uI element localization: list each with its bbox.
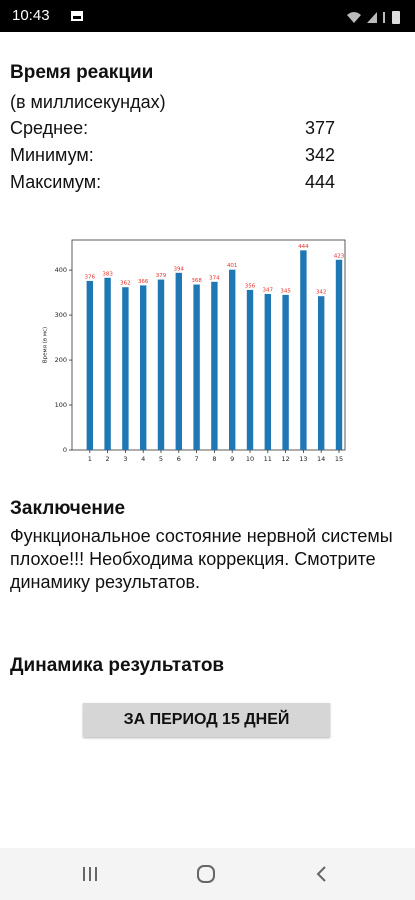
- value-label: 347: [263, 287, 274, 293]
- x-tick-label: 4: [141, 455, 145, 463]
- conclusion-text: Функциональное состояние нервной системы…: [10, 526, 393, 592]
- value-label: 374: [209, 275, 220, 281]
- x-tick-label: 1: [88, 455, 92, 463]
- bar: [246, 289, 254, 450]
- y-axis-label: Время (в мс): [43, 327, 49, 363]
- bar: [282, 294, 289, 450]
- notification-icon: [71, 11, 83, 21]
- bar: [229, 269, 236, 450]
- x-tick-label: 14: [317, 455, 325, 463]
- y-tick-label: 300: [55, 311, 67, 319]
- x-tick-label: 13: [299, 455, 307, 463]
- stat-label: Среднее:: [10, 118, 89, 138]
- subtitle: (в миллисекундах): [10, 92, 166, 112]
- value-label: 368: [191, 278, 202, 284]
- x-tick-label: 9: [230, 455, 234, 463]
- bar: [86, 280, 93, 450]
- value-label: 423: [334, 253, 345, 259]
- bar: [264, 293, 271, 450]
- recent-apps-button[interactable]: [80, 864, 100, 884]
- value-label: 362: [120, 281, 131, 287]
- x-tick-label: 3: [123, 455, 127, 463]
- system-icons: [347, 11, 400, 24]
- x-tick-label: 10: [246, 455, 254, 463]
- bar: [335, 259, 343, 450]
- home-button[interactable]: [196, 864, 216, 884]
- bar: [122, 287, 129, 450]
- stat-value: 342: [305, 145, 336, 165]
- x-tick-label: 15: [335, 455, 343, 463]
- value-label: 356: [245, 283, 256, 289]
- bar: [140, 285, 147, 450]
- x-tick-label: 11: [264, 455, 272, 463]
- value-label: 342: [316, 290, 327, 296]
- navigation-bar: [0, 848, 415, 900]
- clock: 10:43: [12, 7, 50, 24]
- stat-value: 377: [305, 118, 336, 138]
- value-label: 366: [138, 279, 149, 285]
- y-tick-label: 400: [55, 266, 67, 274]
- y-tick-label: 0: [63, 446, 67, 454]
- value-label: 379: [156, 273, 167, 279]
- back-button[interactable]: [312, 864, 332, 884]
- status-bar: 10:43: [0, 0, 415, 32]
- stat-value: 444: [305, 172, 336, 192]
- period-button[interactable]: ЗА ПЕРИОД 15 ДНЕЙ: [83, 703, 330, 737]
- stat-label: Максимум:: [10, 172, 102, 192]
- bar: [193, 284, 200, 450]
- x-tick-label: 12: [281, 455, 289, 463]
- value-label: 401: [227, 263, 238, 269]
- value-label: 394: [174, 266, 185, 272]
- bar: [157, 279, 165, 450]
- bar: [175, 272, 182, 450]
- x-tick-label: 6: [177, 455, 181, 463]
- section-title: Заключение: [10, 498, 126, 519]
- y-tick-label: 200: [55, 356, 67, 364]
- x-tick-label: 2: [106, 455, 110, 463]
- bar: [104, 277, 111, 450]
- bar: [300, 250, 307, 450]
- stat-label: Минимум:: [10, 145, 94, 165]
- x-tick-label: 8: [212, 455, 216, 463]
- value-label: 444: [298, 244, 309, 250]
- section-title: Динамика результатов: [10, 655, 225, 676]
- bar: [211, 281, 218, 450]
- x-tick-label: 5: [159, 455, 163, 463]
- value-label: 345: [280, 288, 291, 294]
- x-tick-label: 7: [195, 455, 199, 463]
- y-tick-label: 100: [55, 401, 67, 409]
- value-label: 383: [102, 271, 113, 277]
- section-title: Время реакции: [10, 62, 154, 83]
- bar: [318, 296, 325, 450]
- value-label: 376: [85, 274, 96, 280]
- plot-frame: [71, 239, 346, 451]
